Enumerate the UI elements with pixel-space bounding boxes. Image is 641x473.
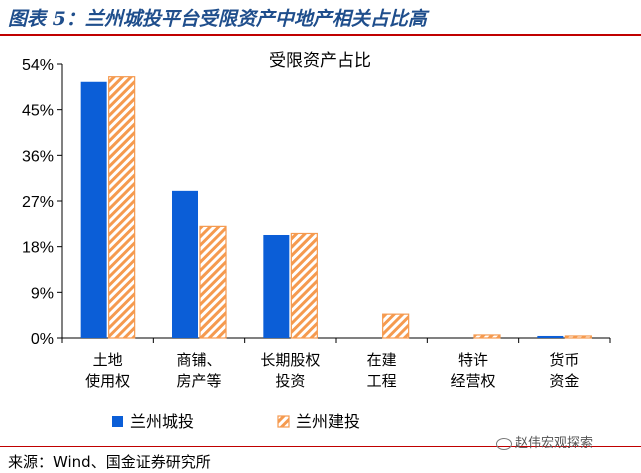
chart-title: 受限资产占比 <box>269 51 371 71</box>
title-rule <box>0 34 641 36</box>
y-tick-label: 45% <box>22 103 54 120</box>
bar-1 <box>263 234 290 338</box>
source-note: 来源：Wind、国金证券研究所 <box>8 453 211 471</box>
wechat-icon <box>496 437 512 450</box>
x-tick-label: 货币 <box>549 351 579 369</box>
figure-title: 图表 5：兰州城投平台受限资产中地产相关占比高 <box>8 8 427 30</box>
bar-2 <box>564 335 592 339</box>
bar-1 <box>172 190 198 338</box>
bar-2 <box>108 76 136 339</box>
x-tick-label: 土地 <box>93 351 123 369</box>
x-tick-label: 特许 <box>458 351 488 369</box>
x-tick-label: 工程 <box>367 372 397 390</box>
x-tick-label: 经营权 <box>450 372 495 390</box>
x-tick-label: 投资 <box>275 372 305 390</box>
bar-2 <box>473 334 501 339</box>
x-tick-label: 资金 <box>549 372 579 390</box>
bar-1 <box>537 335 564 338</box>
legend-label: 兰州城投 <box>130 412 194 431</box>
bottom-rule <box>0 446 641 447</box>
y-tick-label: 27% <box>22 194 54 211</box>
x-tick-label: 商铺、 <box>176 351 221 369</box>
legend-swatch <box>112 416 123 427</box>
x-tick-label: 长期股权 <box>260 351 320 369</box>
legend-swatch <box>277 415 290 428</box>
legend-label: 兰州建投 <box>296 412 360 431</box>
y-tick-label: 0% <box>31 331 54 348</box>
bar-2 <box>290 232 318 339</box>
bar-1 <box>80 81 107 338</box>
y-tick-label: 18% <box>22 240 54 257</box>
watermark-text: 赵伟宏观探索 <box>515 436 594 451</box>
watermark: 赵伟宏观探索 <box>496 432 593 451</box>
bar-2 <box>199 225 227 339</box>
y-tick-label: 54% <box>22 57 54 74</box>
y-tick-label: 9% <box>31 285 54 302</box>
x-tick-label: 使用权 <box>85 372 130 390</box>
y-tick-label: 36% <box>22 148 54 165</box>
bar-2 <box>382 313 410 339</box>
x-tick-label: 在建 <box>367 351 397 369</box>
x-tick-label: 房产等 <box>176 372 221 390</box>
